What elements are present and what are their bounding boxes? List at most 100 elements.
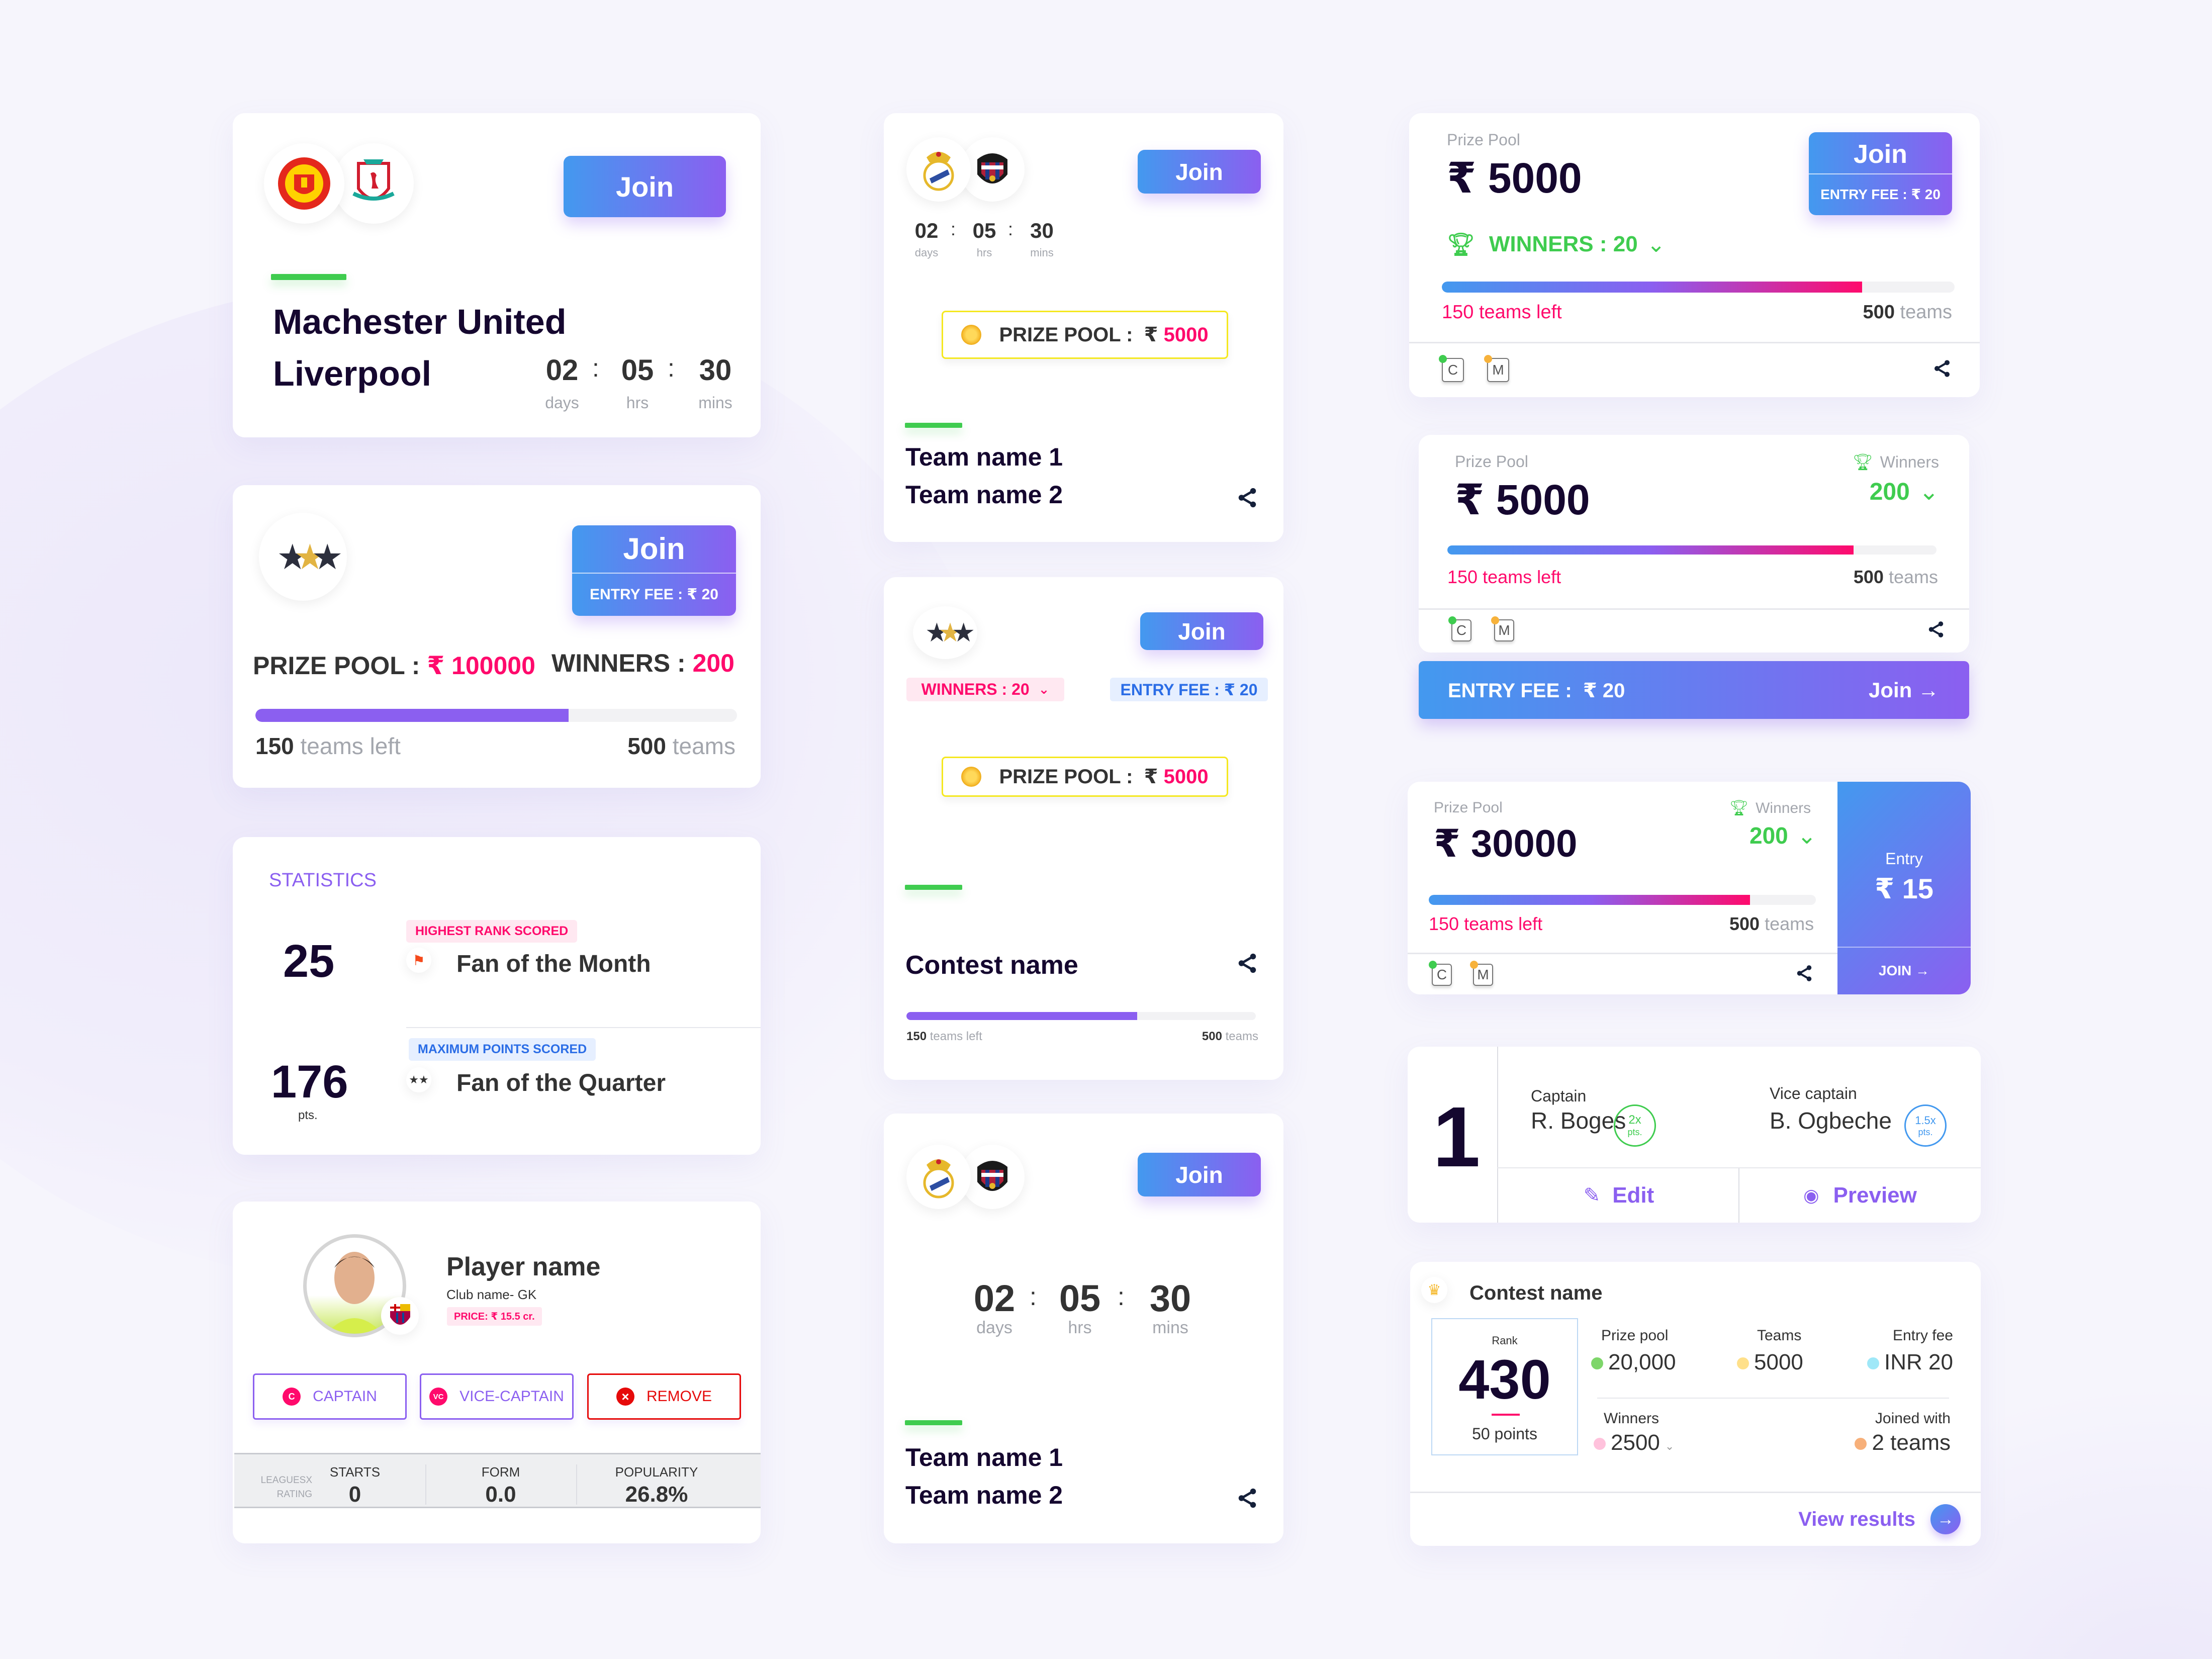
days-label: days [976,1318,1012,1337]
entry-fee-label: ENTRY FEE : ₹ 20 [590,586,718,603]
price-tag: PRICE: ₹ 15.5 cr. [447,1307,542,1326]
prize-pool-card: ★★★ Join ENTRY FEE : ₹ 20 PRIZE POOL : ₹… [233,485,761,788]
divider [425,1464,426,1505]
captain-button[interactable]: C CAPTAIN [253,1373,407,1420]
countdown-hrs: 05 [621,354,654,387]
total-teams-count: 500 [1729,913,1760,934]
teams-left-count: 150 [255,733,294,759]
accent-bar [271,274,346,280]
winners-label: Winners [1604,1410,1660,1427]
stars-icon: ★★★ [276,537,343,577]
mega-tag: M [1470,961,1493,986]
teams-left-text: teams left [927,1030,982,1043]
divider [576,1464,577,1505]
share-icon[interactable] [1236,486,1259,509]
share-icon[interactable] [1236,1487,1259,1510]
preview-button[interactable]: ◉ Preview [1803,1183,1917,1208]
match-card: Join Machester United Liverpool 02 days … [233,113,761,437]
chevron-down-icon: ⌄ [1918,479,1939,505]
prize-pool-label: Prize Pool [1434,799,1503,816]
rating-label: LEAGUESX RATING [260,1475,312,1500]
entry-label: Entry [1885,850,1923,868]
ticket-icon [1867,1357,1880,1370]
join-button[interactable]: Join [1140,612,1263,650]
liverpool-crest-icon [352,159,395,201]
total-teams-text: teams [1894,302,1953,323]
winners-dropdown[interactable]: 200 ⌄ [1869,479,1939,505]
share-icon[interactable] [1795,964,1814,983]
team2-badge [960,1145,1025,1209]
entry-fee-value: INR 20 [1867,1350,1953,1375]
mega-tag: M [1491,616,1514,641]
join-button[interactable]: Join [564,156,726,217]
prize-pool-label: Prize Pool [1455,452,1528,471]
entry-value: ₹ 15 [1875,873,1933,904]
winners-chip[interactable]: WINNERS : 20 ⌄ [906,678,1064,701]
winners-dropdown[interactable]: 2500 ⌄ [1594,1430,1674,1455]
prize-pool-label: PRIZE POOL : ₹ [999,766,1164,788]
countdown-days: 02 [914,219,939,242]
winners: WINNERS : 200 [551,649,734,678]
total-teams-count: 500 [1863,302,1895,323]
stars-icon: ★★★ [925,618,975,648]
join-button[interactable]: Join ENTRY FEE : ₹ 20 [1809,132,1952,215]
team2-name: Team name 2 [905,481,1063,509]
entry-join-bar[interactable]: ENTRY FEE : ₹ 20 Join → [1419,661,1969,719]
accent-bar [905,885,962,890]
prize-pool-label: PRIZE POOL : [253,652,427,680]
entry-fee-label: Entry fee [1892,1327,1953,1344]
remove-label: REMOVE [646,1388,712,1405]
team1-name: Team name 1 [905,443,1063,471]
flag-icon: ⚑ [406,948,431,973]
teams-left: 150 teams left [1447,567,1561,587]
eye-icon: ◉ [1803,1185,1819,1206]
view-results-link[interactable]: View results → [1798,1504,1961,1534]
fc-barcelona-crest-icon [390,1304,410,1325]
winners-label: 🏆︎ Winners [1853,453,1939,471]
contest-summary-card-2: Prize Pool ₹ 5000 🏆︎ Winners 200 ⌄ 150 tea… [1419,435,1969,653]
player-avatar [303,1234,406,1337]
share-icon[interactable] [1932,358,1952,379]
total-teams: 500 teams [1729,913,1814,935]
joined-label: Joined with [1875,1410,1951,1427]
captain-icon: C [283,1388,301,1406]
divider [1419,608,1969,610]
countdown-days: 02 [973,1277,1016,1319]
prize-pool-box: PRIZE POOL : ₹ 5000 [942,311,1228,359]
share-icon[interactable] [1926,620,1946,639]
winners-dropdown[interactable]: 🏆︎ WINNERS : 20 ⌄ [1447,232,1666,257]
prize-pool-value: 5000 [1163,765,1209,788]
divider [1497,1047,1498,1223]
winners-dropdown[interactable]: 200 ⌄ [1749,822,1817,849]
entry-fee-label: ENTRY FEE : ₹ 20 [1820,186,1941,202]
join-button[interactable]: Join ENTRY FEE : ₹ 20 [572,525,736,616]
divider [1408,953,1837,954]
join-button[interactable]: Join [1138,150,1261,194]
vice-captain-button[interactable]: VC VICE-CAPTAIN [420,1373,574,1420]
countdown: 02 days : 05 hrs : 30 mins [542,353,738,414]
vice-captain-icon: VC [429,1388,448,1406]
hrs-label: hrs [1068,1318,1092,1337]
chevron-down-icon: ⌄ [1646,232,1666,257]
levante-crest-icon [977,153,1007,183]
vice-captain-label: VICE-CAPTAIN [459,1388,564,1405]
days-label: days [545,394,579,412]
countdown: 02 days : 05 hrs : 30 mins [911,219,1062,259]
club-name: Club name- GK [446,1287,537,1302]
separator: : [592,354,599,382]
stat-value: 0.0 [485,1482,516,1507]
share-icon[interactable] [1236,952,1259,975]
teams-progress-bar [1429,895,1816,905]
entry-panel: Entry ₹ 15 JOIN → [1837,782,1971,994]
hrs-label: hrs [976,246,992,259]
prize-pool-value: ₹ 5000 [1455,476,1590,523]
captain-multiplier: 2x pts. [1614,1104,1656,1147]
edit-button[interactable]: ✎ Edit [1583,1183,1654,1208]
join-button[interactable]: Join [1138,1153,1261,1196]
total-teams-text: teams [1222,1030,1258,1043]
winners-label: 🏆︎ Winners [1729,800,1811,816]
join-button[interactable]: JOIN → [1878,963,1930,978]
remove-button[interactable]: × REMOVE [587,1373,741,1420]
team1-badge [264,143,344,224]
prize-pool-value: ₹ 100000 [427,652,535,680]
